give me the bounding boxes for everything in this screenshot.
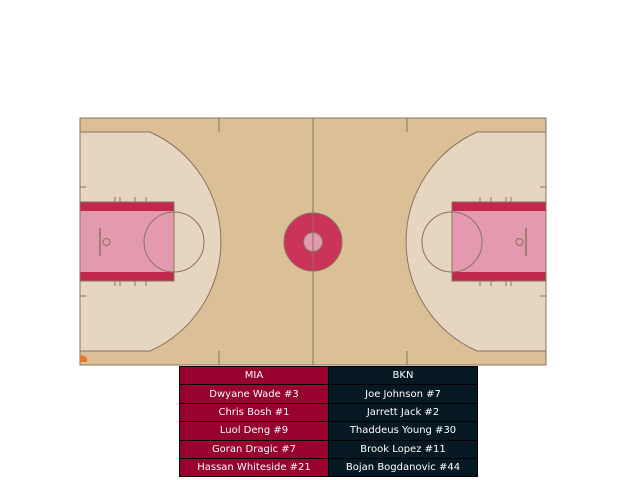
left-free-throw-circle: [143, 211, 205, 273]
home-player-cell: Dwyane Wade #3: [179, 384, 329, 404]
right-hoop: [515, 238, 524, 246]
table-row: Luol Deng #9 Thaddeus Young #30: [179, 421, 478, 441]
lineup-table: MIA BKN Dwyane Wade #3 Joe Johnson #7 Ch…: [179, 365, 478, 478]
table-header-row: MIA BKN: [179, 365, 478, 386]
away-player-cell: Brook Lopez #11: [328, 439, 478, 459]
home-player-cell: Luol Deng #9: [179, 421, 329, 441]
table-row: Dwyane Wade #3 Joe Johnson #7: [179, 384, 478, 404]
hash-marks: [80, 118, 546, 365]
away-player-cell: Jarrett Jack #2: [328, 402, 478, 423]
home-player-cell: Goran Dragic #7: [179, 439, 329, 459]
right-free-throw-circle: [421, 211, 483, 273]
ball-marker-icon: [80, 355, 88, 362]
left-hoop: [102, 238, 111, 246]
right-paint: [452, 211, 546, 272]
away-player-cell: Bojan Bogdanovic #44: [328, 457, 478, 478]
away-team-header: BKN: [328, 365, 478, 386]
table-row: Chris Bosh #1 Jarrett Jack #2: [179, 402, 478, 423]
home-player-cell: Hassan Whiteside #21: [179, 457, 329, 478]
left-paint: [80, 211, 174, 272]
right-paint-outline: [451, 201, 547, 282]
left-paint-outline: [79, 201, 175, 282]
away-player-cell: Thaddeus Young #30: [328, 421, 478, 441]
home-team-header: MIA: [179, 365, 329, 386]
table-row: Hassan Whiteside #21 Bojan Bogdanovic #4…: [179, 457, 478, 478]
table-row: Goran Dragic #7 Brook Lopez #11: [179, 439, 478, 459]
away-player-cell: Joe Johnson #7: [328, 384, 478, 404]
home-player-cell: Chris Bosh #1: [179, 402, 329, 423]
